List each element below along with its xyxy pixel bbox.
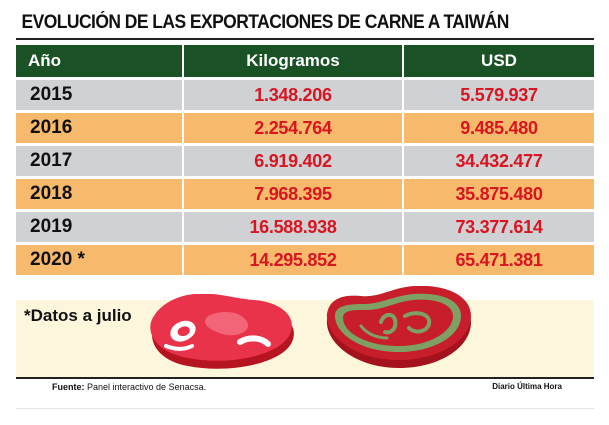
- usd-cell: 35.875.480: [404, 179, 594, 209]
- credit-line: Diario Última Hora: [492, 382, 562, 391]
- source-label: Fuente:: [52, 382, 85, 392]
- table-row: 2020 * 14.295.852 65.471.381: [16, 245, 594, 275]
- header-kilograms: Kilogramos: [184, 45, 404, 77]
- infographic-card: EVOLUCIÓN DE LAS EXPORTACIONES DE CARNE …: [16, 10, 594, 392]
- source-text: Panel interactivo de Senacsa.: [87, 382, 207, 392]
- table-body: 2015 1.348.206 5.579.937 2016 2.254.764 9.485…: [16, 80, 594, 275]
- year-cell: 2020 *: [16, 245, 184, 275]
- table-row: 2017 6.919.402 34.432.477: [16, 146, 594, 176]
- footnote: *Datos a julio: [24, 306, 132, 325]
- header-row: Año Kilogramos USD: [16, 45, 594, 77]
- kilograms-cell: 6.919.402: [184, 146, 404, 176]
- kilograms-cell: 7.968.395: [184, 179, 404, 209]
- bottom-rule: [16, 377, 594, 379]
- usd-cell: 5.579.937: [404, 80, 594, 110]
- top-rule: [16, 38, 594, 40]
- footnote-area: *Datos a julio: [16, 286, 594, 377]
- kilograms-cell: 1.348.206: [184, 80, 404, 110]
- exports-table: Año Kilogramos USD 2015 1.348.206 5.579.93…: [16, 42, 594, 278]
- raw-meat-illustration: [150, 294, 294, 369]
- year-cell: 2015: [16, 80, 184, 110]
- source-note: Fuente: Panel interactivo de Senacsa.: [52, 382, 206, 392]
- chart-title: EVOLUCIÓN DE LAS EXPORTACIONES DE CARNE …: [21, 12, 510, 33]
- table-row: 2015 1.348.206 5.579.937: [16, 80, 594, 110]
- table-row: 2018 7.968.395 35.875.480: [16, 179, 594, 209]
- year-cell: 2016: [16, 113, 184, 143]
- footer: Fuente: Panel interactivo de Senacsa. Di…: [16, 381, 594, 395]
- header-year: Año: [16, 45, 184, 77]
- usd-cell: 65.471.381: [404, 245, 594, 275]
- year-cell: 2018: [16, 179, 184, 209]
- usd-cell: 73.377.614: [404, 212, 594, 242]
- usd-cell: 34.432.477: [404, 146, 594, 176]
- year-cell: 2019: [16, 212, 184, 242]
- kilograms-cell: 14.295.852: [184, 245, 404, 275]
- usd-cell: 9.485.480: [404, 113, 594, 143]
- kilograms-cell: 16.588.938: [184, 212, 404, 242]
- year-cell: 2017: [16, 146, 184, 176]
- page-divider: [16, 408, 594, 409]
- steak-illustration: [326, 286, 471, 368]
- header-usd: USD: [404, 45, 594, 77]
- kilograms-cell: 2.254.764: [184, 113, 404, 143]
- table-row: 2016 2.254.764 9.485.480: [16, 113, 594, 143]
- table-row: 2019 16.588.938 73.377.614: [16, 212, 594, 242]
